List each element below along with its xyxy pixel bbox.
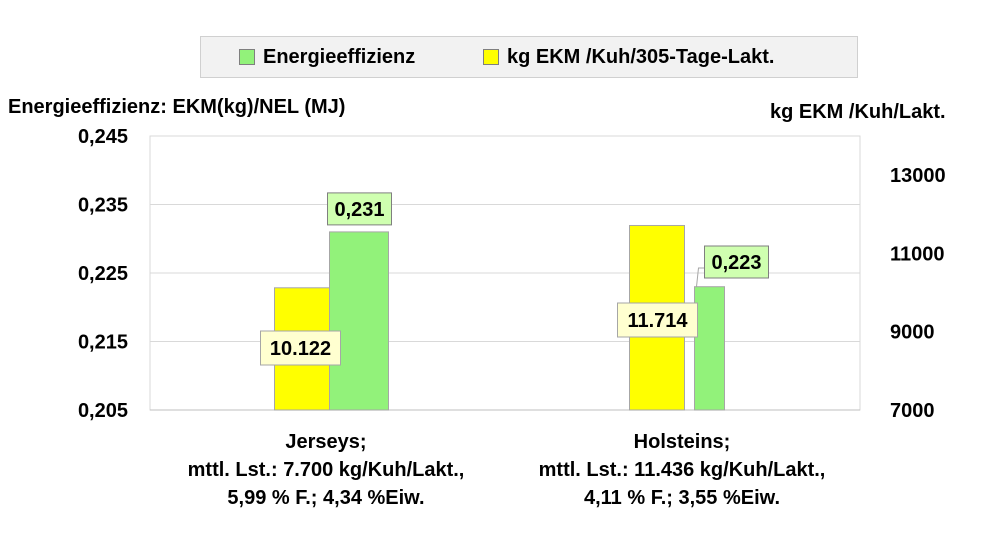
category-line: Jerseys; — [285, 431, 367, 453]
category-line: mttl. Lst.: 11.436 kg/Kuh/Lakt., — [538, 459, 826, 481]
leader-line — [696, 267, 705, 287]
data-label-box — [327, 192, 392, 226]
category-label-holsteins: Holsteins; mttl. Lst.: 11.436 kg/Kuh/Lak… — [504, 428, 860, 512]
category-line: Holsteins; — [633, 431, 731, 453]
legend-item-ekm: kg EKM /Kuh/305-Tage-Lakt. — [483, 37, 774, 77]
legend-swatch-green — [239, 49, 255, 65]
legend: Energieeffizienz kg EKM /Kuh/305-Tage-La… — [200, 36, 858, 78]
data-label-ekm: 10.122 — [270, 338, 331, 360]
category-line: 4,11 % F.; 3,55 %Eiw. — [583, 487, 781, 509]
y2-tick-label: 7000 — [890, 400, 935, 422]
data-label-box — [617, 302, 698, 338]
data-label-ekm: 11.714 — [627, 310, 688, 332]
data-label-box — [704, 245, 769, 279]
legend-label: Energieeffizienz — [263, 45, 416, 68]
y-axis-title: Energieeffizienz: EKM(kg)/NEL (MJ) — [8, 96, 346, 118]
y2-tick-label: 13000 — [890, 165, 946, 187]
y-tick-label: 0,245 — [78, 126, 128, 148]
data-label-energy-efficiency: 0,223 — [711, 252, 761, 274]
y2-axis-title: kg EKM /Kuh/Lakt. — [770, 101, 946, 123]
y-tick-label: 0,235 — [78, 195, 128, 217]
data-label-box — [260, 330, 341, 366]
category-line: 5,99 % F.; 4,34 %Eiw. — [227, 487, 425, 509]
y-tick-label: 0,225 — [78, 263, 128, 285]
legend-item-energy-efficiency: Energieeffizienz — [239, 37, 415, 77]
data-label-energy-efficiency: 0,231 — [334, 199, 384, 221]
category-line: mttl. Lst.: 7.700 kg/Kuh/Lakt., — [187, 459, 465, 481]
y-tick-label: 0,205 — [78, 400, 128, 422]
y-tick-label: 0,215 — [78, 332, 128, 354]
category-label-jerseys: Jerseys; mttl. Lst.: 7.700 kg/Kuh/Lakt.,… — [148, 428, 504, 512]
y2-tick-label: 9000 — [890, 322, 935, 344]
y2-tick-label: 11000 — [890, 243, 945, 265]
bar-energy-efficiency — [329, 231, 389, 411]
legend-swatch-yellow — [483, 49, 499, 65]
legend-label: kg EKM /Kuh/305-Tage-Lakt. — [507, 45, 775, 68]
bar-energy-efficiency — [694, 286, 725, 411]
